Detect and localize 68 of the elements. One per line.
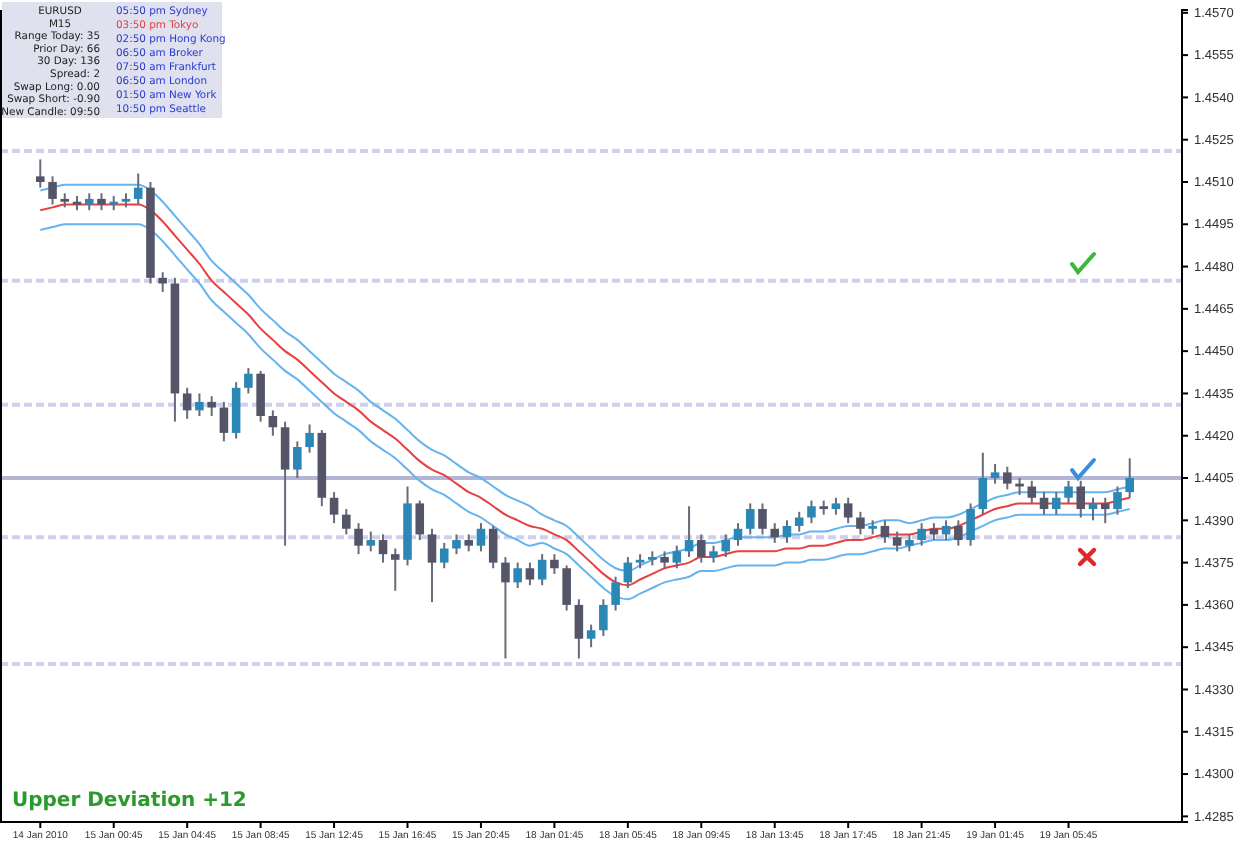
candlestick bbox=[721, 533, 731, 558]
candlestick bbox=[1113, 485, 1122, 516]
candlestick bbox=[219, 400, 229, 443]
candlestick bbox=[611, 575, 620, 612]
candlestick bbox=[672, 544, 682, 570]
candlestick bbox=[427, 527, 437, 604]
candlestick bbox=[758, 502, 767, 536]
candlestick bbox=[305, 423, 314, 454]
candlestick bbox=[550, 553, 559, 575]
candlestick bbox=[1064, 479, 1073, 505]
candlestick bbox=[954, 519, 963, 547]
candlestick bbox=[770, 522, 780, 544]
candlestick bbox=[1088, 496, 1098, 522]
candlestick bbox=[574, 598, 584, 660]
candlestick bbox=[978, 451, 988, 516]
candlestick bbox=[525, 561, 535, 587]
candlestick bbox=[354, 522, 363, 556]
candlestick bbox=[207, 395, 216, 417]
candlestick bbox=[697, 533, 706, 564]
candlestick bbox=[231, 381, 241, 440]
annotation: Upper Deviation +12 bbox=[12, 790, 247, 812]
candlestick bbox=[36, 158, 45, 189]
candlestick bbox=[1076, 479, 1086, 519]
candlestick bbox=[182, 386, 192, 420]
candlestick bbox=[268, 409, 278, 437]
candlestick bbox=[623, 555, 633, 589]
candlestick bbox=[733, 522, 743, 547]
candlestick bbox=[782, 519, 792, 544]
candlestick bbox=[1051, 491, 1061, 516]
candlestick bbox=[990, 462, 1000, 485]
candlestick bbox=[280, 420, 290, 547]
candlestick bbox=[1039, 491, 1049, 516]
candlestick bbox=[684, 505, 694, 558]
candlestick bbox=[366, 530, 376, 553]
candlestick bbox=[513, 561, 522, 589]
candlestick bbox=[562, 564, 571, 612]
candlestick bbox=[586, 623, 596, 649]
candlestick bbox=[892, 530, 902, 553]
candlestick bbox=[329, 491, 339, 525]
candlestick bbox=[880, 519, 890, 544]
candlestick bbox=[342, 508, 351, 536]
candlestick bbox=[488, 524, 498, 570]
candlestick bbox=[378, 533, 388, 564]
candlestick bbox=[537, 553, 547, 587]
candlestick bbox=[501, 555, 510, 660]
candlestick bbox=[599, 598, 608, 637]
candlestick bbox=[843, 496, 853, 525]
candlestick bbox=[1003, 465, 1012, 491]
candlestick bbox=[807, 499, 816, 525]
candlestick bbox=[244, 367, 253, 395]
candlestick bbox=[158, 271, 167, 293]
candlestick bbox=[1125, 457, 1134, 499]
candlestick bbox=[415, 499, 425, 542]
candlestick bbox=[966, 502, 975, 547]
candlestick bbox=[452, 533, 461, 556]
candlestick bbox=[856, 510, 865, 536]
candlestick bbox=[133, 172, 143, 206]
candlestick bbox=[476, 522, 486, 553]
candlestick bbox=[1027, 479, 1037, 505]
candlestick bbox=[1100, 496, 1110, 525]
candlestick bbox=[439, 541, 449, 570]
candlestick bbox=[745, 502, 755, 536]
candlestick bbox=[256, 369, 265, 423]
candlestick bbox=[195, 392, 204, 417]
candlestick bbox=[390, 547, 400, 592]
candlestick bbox=[917, 522, 926, 547]
candlestick bbox=[293, 440, 302, 480]
candlestick bbox=[48, 175, 57, 206]
